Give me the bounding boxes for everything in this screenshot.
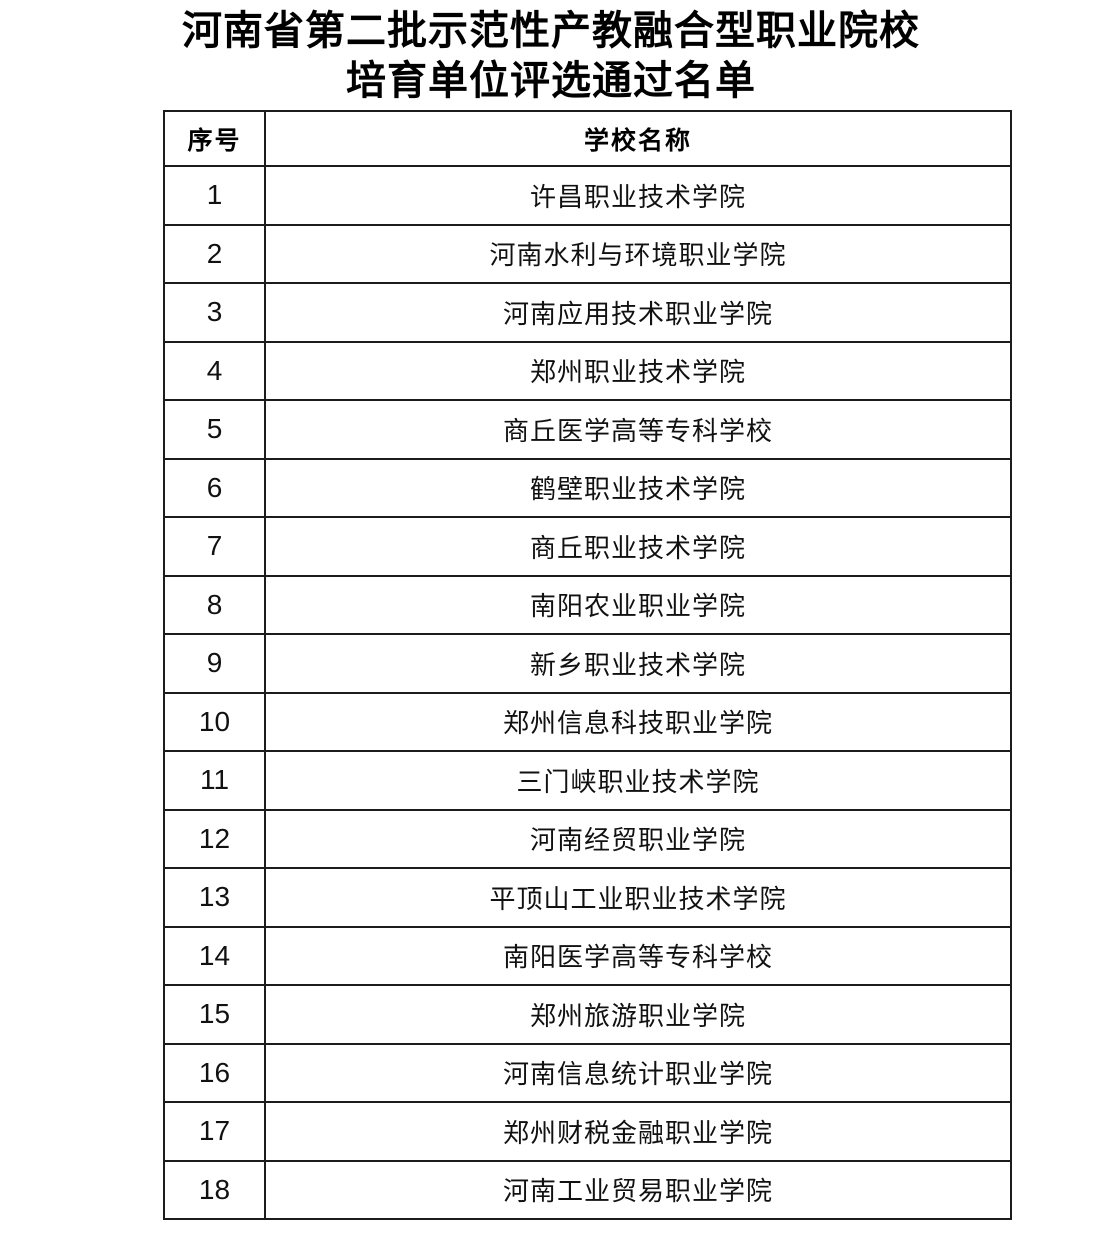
table-row: 2 河南水利与环境职业学院 bbox=[163, 223, 1012, 284]
row-index: 4 bbox=[163, 340, 266, 401]
table-row: 14 南阳医学高等专科学校 bbox=[163, 925, 1012, 986]
school-name: 南阳农业职业学院 bbox=[264, 574, 1012, 635]
table-row: 1 许昌职业技术学院 bbox=[163, 165, 1012, 226]
school-name: 鹤壁职业技术学院 bbox=[264, 457, 1012, 518]
row-index: 8 bbox=[163, 574, 266, 635]
school-name: 三门峡职业技术学院 bbox=[264, 750, 1012, 811]
row-index: 11 bbox=[163, 750, 266, 811]
school-name: 新乡职业技术学院 bbox=[264, 633, 1012, 694]
school-name: 郑州职业技术学院 bbox=[264, 340, 1012, 401]
school-name: 河南工业贸易职业学院 bbox=[264, 1159, 1012, 1220]
table-row: 15 郑州旅游职业学院 bbox=[163, 984, 1012, 1045]
row-index: 7 bbox=[163, 516, 266, 577]
school-name: 河南经贸职业学院 bbox=[264, 808, 1012, 869]
table-row: 6 鹤壁职业技术学院 bbox=[163, 457, 1012, 518]
table-row: 17 郑州财税金融职业学院 bbox=[163, 1101, 1012, 1162]
column-header-school-name: 学校名称 bbox=[264, 110, 1012, 167]
table-row: 4 郑州职业技术学院 bbox=[163, 340, 1012, 401]
table-row: 5 商丘医学高等专科学校 bbox=[163, 399, 1012, 460]
row-index: 3 bbox=[163, 282, 266, 343]
table-row: 18 河南工业贸易职业学院 bbox=[163, 1159, 1012, 1220]
row-index: 13 bbox=[163, 867, 266, 928]
row-index: 17 bbox=[163, 1101, 266, 1162]
row-index: 9 bbox=[163, 633, 266, 694]
table-row: 3 河南应用技术职业学院 bbox=[163, 282, 1012, 343]
table-row: 9 新乡职业技术学院 bbox=[163, 633, 1012, 694]
row-index: 12 bbox=[163, 808, 266, 869]
school-name: 平顶山工业职业技术学院 bbox=[264, 867, 1012, 928]
school-roster-table: 序号 学校名称 1 许昌职业技术学院 2 河南水利与环境职业学院 3 河南应用技… bbox=[163, 110, 1012, 1220]
school-name: 商丘医学高等专科学校 bbox=[264, 399, 1012, 460]
school-name: 郑州旅游职业学院 bbox=[264, 984, 1012, 1045]
row-index: 6 bbox=[163, 457, 266, 518]
document-title: 河南省第二批示范性产教融合型职业院校 培育单位评选通过名单 bbox=[0, 0, 1102, 106]
table-row: 12 河南经贸职业学院 bbox=[163, 808, 1012, 869]
school-name: 许昌职业技术学院 bbox=[264, 165, 1012, 226]
table-row: 16 河南信息统计职业学院 bbox=[163, 1042, 1012, 1103]
title-line-2: 培育单位评选通过名单 bbox=[346, 57, 756, 104]
row-index: 18 bbox=[163, 1159, 266, 1220]
table-row: 8 南阳农业职业学院 bbox=[163, 574, 1012, 635]
row-index: 1 bbox=[163, 165, 266, 226]
title-line-1: 河南省第二批示范性产教融合型职业院校 bbox=[182, 7, 920, 54]
row-index: 5 bbox=[163, 399, 266, 460]
table-row: 7 商丘职业技术学院 bbox=[163, 516, 1012, 577]
row-index: 16 bbox=[163, 1042, 266, 1103]
row-index: 2 bbox=[163, 223, 266, 284]
school-name: 河南水利与环境职业学院 bbox=[264, 223, 1012, 284]
school-name: 河南信息统计职业学院 bbox=[264, 1042, 1012, 1103]
row-index: 14 bbox=[163, 925, 266, 986]
table-row: 11 三门峡职业技术学院 bbox=[163, 750, 1012, 811]
school-name: 南阳医学高等专科学校 bbox=[264, 925, 1012, 986]
school-name: 郑州信息科技职业学院 bbox=[264, 691, 1012, 752]
table-row: 10 郑州信息科技职业学院 bbox=[163, 691, 1012, 752]
row-index: 10 bbox=[163, 691, 266, 752]
table-row: 13 平顶山工业职业技术学院 bbox=[163, 867, 1012, 928]
school-name: 商丘职业技术学院 bbox=[264, 516, 1012, 577]
school-name: 郑州财税金融职业学院 bbox=[264, 1101, 1012, 1162]
column-header-index: 序号 bbox=[163, 110, 266, 167]
row-index: 15 bbox=[163, 984, 266, 1045]
school-name: 河南应用技术职业学院 bbox=[264, 282, 1012, 343]
table-header-row: 序号 学校名称 bbox=[163, 110, 1012, 167]
